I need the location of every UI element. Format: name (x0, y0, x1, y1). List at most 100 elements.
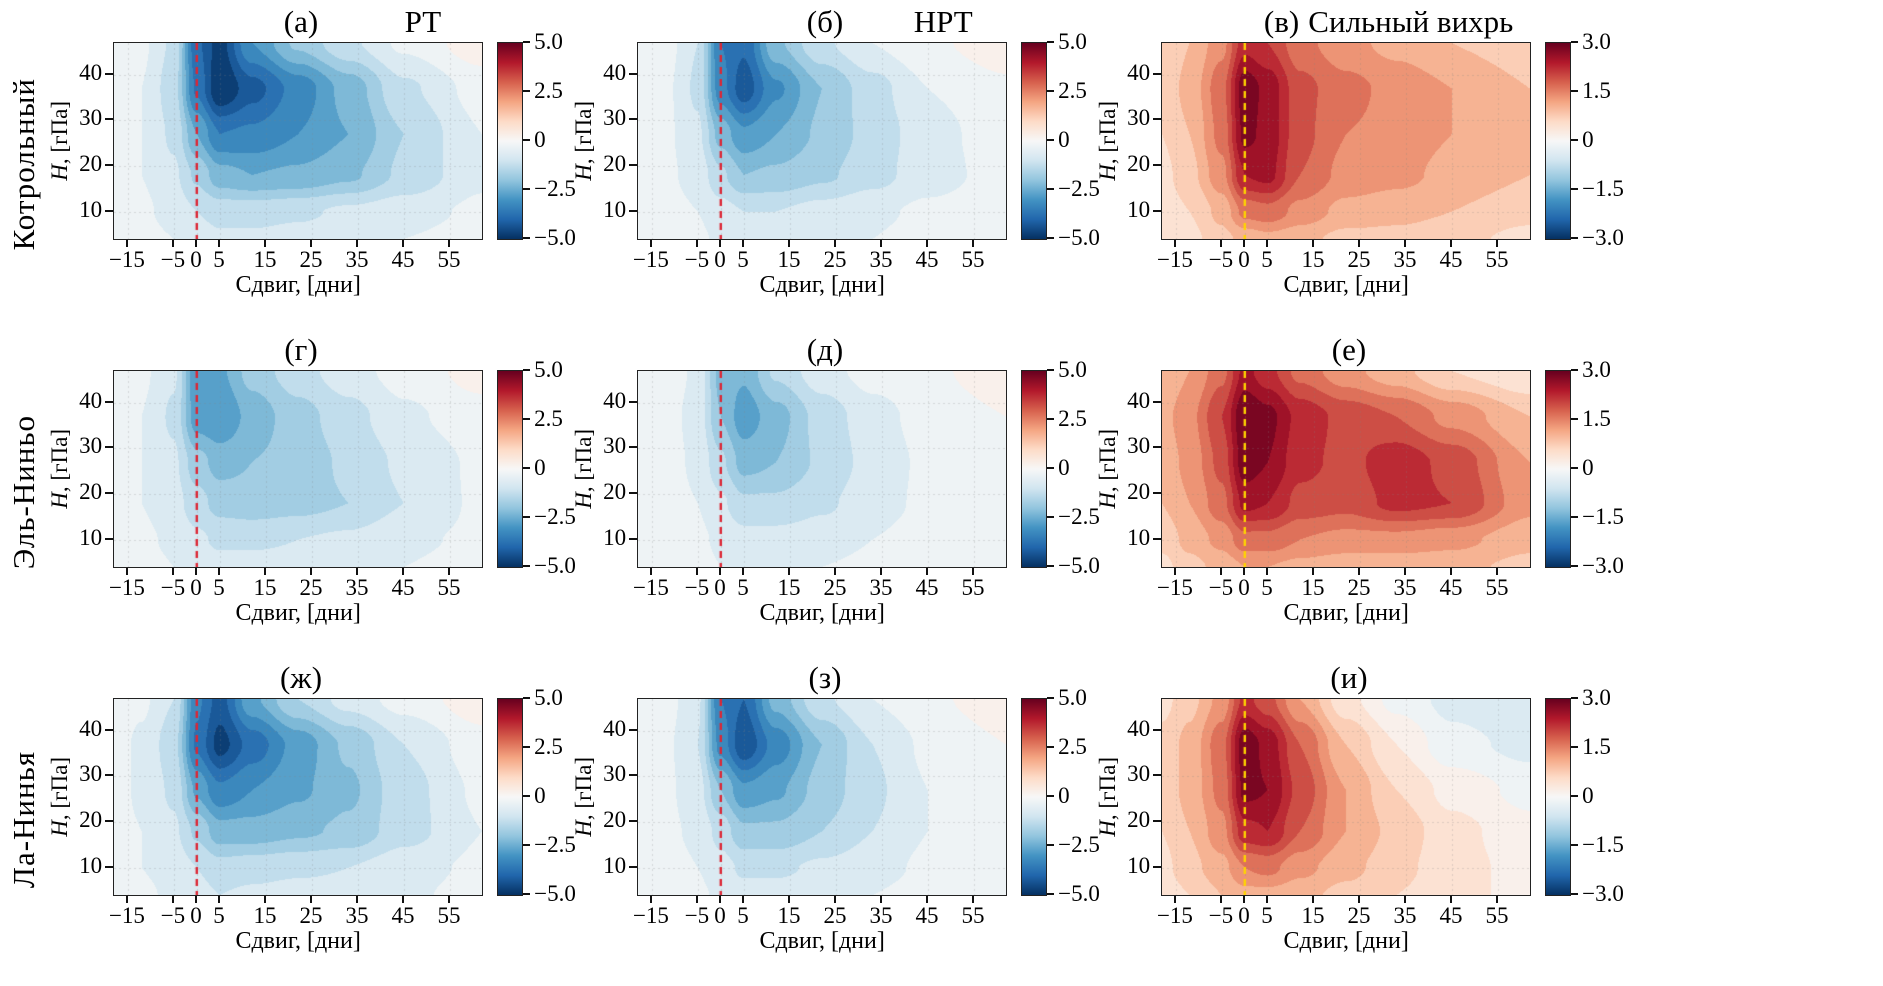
y-tick-mark (1153, 865, 1162, 868)
x-tick-label: 35 (869, 247, 893, 272)
colorbar-gradient (497, 698, 524, 896)
x-tick-mark (309, 240, 312, 247)
row-label-elnino: Эль-Ниньо (6, 414, 41, 570)
y-axis-ticks: 10 20 30 40 (1120, 370, 1162, 568)
colorbar-tick-mark (1571, 418, 1579, 420)
x-tick-mark (718, 568, 721, 575)
x-tick-mark (833, 568, 836, 575)
x-tick-label: 5 (213, 575, 225, 600)
y-axis-ticks: 10 20 30 40 (72, 698, 114, 896)
x-tick-mark (217, 240, 220, 247)
colorbar-tick-mark (523, 369, 531, 371)
y-tick-mark (1153, 820, 1162, 823)
x-tick-label: 0 (1238, 247, 1250, 272)
y-tick-label: 40 (1127, 59, 1151, 85)
x-tick-mark (401, 240, 404, 247)
colorbar-tick-mark (523, 418, 531, 420)
panel-zh-lanina-rt: (ж) H, [гПа] 10 20 30 40 −15 −5 0 5 15 25 35 45 55 … (47, 656, 576, 984)
x-tick-mark (125, 896, 128, 903)
colorbar-tick-label: −5.0 (1058, 881, 1100, 906)
x-tick-label: 0 (1238, 903, 1250, 928)
colorbar-tick-mark (523, 237, 531, 239)
colorbar-tick-label: 2.5 (534, 734, 563, 759)
y-tick-mark (1153, 537, 1162, 540)
panel-i-lanina-vortex: (и) H, [гПа] 10 20 30 40 −15 −5 0 5 15 25 35 45 55 … (1095, 656, 1624, 984)
x-tick-mark (1357, 568, 1360, 575)
heatmap-canvas (1162, 371, 1531, 567)
x-tick-label: 5 (1261, 247, 1273, 272)
x-axis-title: Сдвиг, [дни] (1283, 928, 1409, 954)
x-tick-label: 55 (437, 575, 461, 600)
x-tick-mark (879, 896, 882, 903)
y-tick-mark (1153, 118, 1162, 121)
x-tick-label: −5 (684, 903, 710, 928)
x-axis-title: Сдвиг, [дни] (759, 600, 885, 626)
y-tick-label: 40 (79, 387, 103, 413)
y-tick-label: 30 (1127, 761, 1151, 787)
x-tick-label: 45 (915, 247, 939, 272)
y-axis-units: , [гПа] (571, 429, 596, 493)
x-tick-label: −5 (684, 575, 710, 600)
x-tick-mark (1265, 240, 1268, 247)
x-tick-label: 25 (1347, 247, 1371, 272)
colorbar-tick-label: −1.5 (1582, 504, 1624, 529)
x-axis-ticks: −15 −5 0 5 15 25 35 45 55 (633, 240, 1007, 272)
y-tick-mark (1153, 728, 1162, 731)
x-tick-label: 55 (1485, 575, 1509, 600)
colorbar-tick-mark (1047, 844, 1055, 846)
colorbar-tick-label: 2.5 (1058, 406, 1087, 431)
x-tick-mark (1357, 240, 1360, 247)
x-tick-label: 0 (190, 575, 202, 600)
colorbar-tick-mark (1571, 369, 1579, 371)
heatmap-plot (637, 370, 1008, 568)
x-axis-ticks: −15 −5 0 5 15 25 35 45 55 (1157, 568, 1531, 600)
x-tick-mark (971, 240, 974, 247)
colorbar-tick-label: 2.5 (534, 406, 563, 431)
x-tick-mark (879, 568, 882, 575)
colorbar-tick-label: 5.0 (534, 357, 563, 382)
x-axis-title: Сдвиг, [дни] (235, 600, 361, 626)
colorbar-tick-mark (1047, 41, 1055, 43)
colorbar-tick-label: 0 (1058, 783, 1070, 808)
x-tick-label: 15 (777, 903, 801, 928)
x-tick-label: 0 (1238, 575, 1250, 600)
y-tick-mark (629, 400, 638, 403)
x-tick-label: 15 (1301, 903, 1325, 928)
x-tick-label: −5 (1208, 247, 1234, 272)
x-tick-label: 25 (823, 903, 847, 928)
y-tick-mark (629, 820, 638, 823)
x-tick-mark (1403, 240, 1406, 247)
colorbar-gradient (1545, 370, 1572, 568)
x-tick-label: 25 (299, 575, 323, 600)
x-tick-label: −5 (160, 247, 186, 272)
heatmap-canvas (638, 371, 1007, 567)
y-tick-mark (629, 774, 638, 777)
x-tick-label: 35 (869, 575, 893, 600)
x-axis-ticks: −15 −5 0 5 15 25 35 45 55 (633, 568, 1007, 600)
y-tick-mark (105, 400, 114, 403)
colorbar-tick-mark (523, 90, 531, 92)
panel-d-elnino-nrt: (д) H, [гПа] 10 20 30 40 −15 −5 0 5 15 25 35 45 55 … (571, 328, 1100, 656)
colorbar-tick-label: −5.0 (1058, 553, 1100, 578)
y-tick-mark (1153, 72, 1162, 75)
colorbar-tick-label: 0 (534, 127, 546, 152)
x-tick-label: 15 (253, 903, 277, 928)
x-tick-label: 55 (437, 247, 461, 272)
x-tick-mark (1403, 896, 1406, 903)
colorbar: 3.0 1.5 0 −1.5 −3.0 (1545, 685, 1624, 906)
y-tick-label: 30 (603, 761, 627, 787)
x-tick-mark (217, 896, 220, 903)
x-axis-title: Сдвиг, [дни] (235, 928, 361, 954)
panel-grid: (а) РТ H, [гПа] 10 20 30 40 −15 −5 0 5 15 25 35 45… (47, 0, 1624, 986)
colorbar-tick-mark (1047, 90, 1055, 92)
y-tick-mark (1153, 492, 1162, 495)
panel-body: H, [гПа] 10 20 30 40 −15 −5 0 5 15 25 35 45 55 Сдви… (47, 29, 576, 299)
colorbar-tick-mark (1571, 697, 1579, 699)
row-label-cell-elnino: Эль-Ниньо (0, 328, 48, 656)
colorbar-gradient (1021, 42, 1048, 240)
plot-area: −15 −5 0 5 15 25 35 45 55 Сдвиг, [дни] (1157, 370, 1532, 627)
y-tick-label: 10 (1127, 852, 1151, 878)
row-label-cell-control: Котрольный (0, 0, 48, 328)
x-tick-mark (1242, 896, 1245, 903)
y-axis-ticks: 10 20 30 40 (72, 370, 114, 568)
